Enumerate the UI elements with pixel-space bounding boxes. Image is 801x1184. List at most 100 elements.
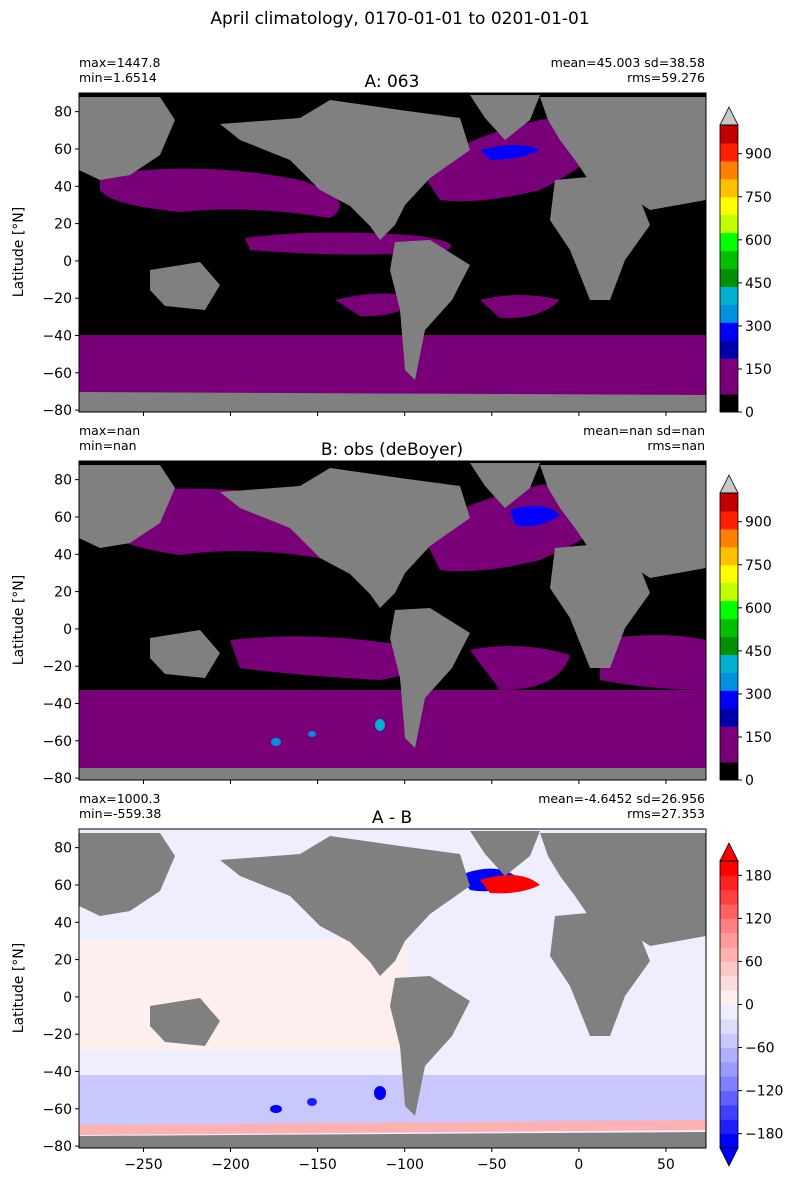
panel-diff-stat-max: max=1000.3 <box>79 791 160 806</box>
panel-b-colorbar: 0 150 300 450 600 750 900 <box>719 474 772 789</box>
panel-a-stat-min: min=1.6514 <box>79 70 157 85</box>
colorbar-tick-label: −180 <box>745 1127 783 1143</box>
colorbar-frame <box>719 492 739 781</box>
colorbar-tick-label: 450 <box>745 276 772 292</box>
xtick-label: −50 <box>477 1157 507 1173</box>
panel-b-map <box>79 461 706 780</box>
panel-diff-colorbar: −180 −120 −60 0 60 120 180 <box>719 842 783 1167</box>
panel-diff-southern-ocean-blue <box>79 1075 706 1125</box>
colorbar-segment <box>720 394 738 413</box>
colorbar-segment <box>720 961 738 977</box>
panel-a-colorbar: 0 150 300 450 600 750 900 <box>719 106 772 421</box>
panel-b-stat-rms: rms=nan <box>647 438 705 453</box>
ytick-label: 0 <box>63 622 72 638</box>
panel-a-land-eurasia <box>540 97 706 210</box>
figure-title: April climatology, 0170-01-01 to 0201-01… <box>210 9 589 29</box>
colorbar-segment <box>720 1090 738 1106</box>
colorbar-segment <box>720 214 738 234</box>
panel-diff-land-africa <box>550 911 650 1036</box>
xtick-label: −150 <box>298 1157 336 1173</box>
panel-diff-yticks: 80 60 40 20 0 −20 −40 −60 −80 <box>42 841 79 1155</box>
colorbar-segment <box>720 286 738 305</box>
colorbar-segment <box>720 762 738 781</box>
panel-a-land-antarctica <box>79 392 706 412</box>
panel-b-southern-ocean-band <box>79 690 706 770</box>
panel-a-stat-rms: rms=59.276 <box>627 70 705 85</box>
colorbar-segment <box>720 340 738 359</box>
colorbar-segment <box>720 582 738 602</box>
panel-b-eddy-2 <box>308 731 316 737</box>
colorbar-extend-max <box>719 842 739 862</box>
colorbar-segment <box>720 889 738 905</box>
panel-diff-land-australia <box>150 998 220 1046</box>
panel-b-land-australia <box>150 630 220 678</box>
panel-a-map <box>79 93 706 412</box>
panel-diff-title: A - B <box>372 808 412 828</box>
panel-b-land-eurasia <box>540 465 706 578</box>
ytick-label: 60 <box>54 510 72 526</box>
colorbar-tick-label: 600 <box>745 601 772 617</box>
ytick-label: −80 <box>42 403 72 419</box>
colorbar-segment <box>720 232 738 252</box>
ytick-label: 60 <box>54 878 72 894</box>
colorbar-segment <box>720 1076 738 1092</box>
panel-diff: A - B max=1000.3 min=-559.38 mean=-4.645… <box>11 791 783 1173</box>
panel-diff-stat-min: min=-559.38 <box>79 806 161 821</box>
colorbar-tick-label: −120 <box>745 1084 783 1100</box>
colorbar-tick-label: 300 <box>745 319 772 335</box>
panel-b-eddy-3 <box>375 719 385 731</box>
panel-b-land-south-america <box>390 608 470 748</box>
colorbar-segment <box>720 690 738 709</box>
panel-b-land-antarctica <box>79 768 706 780</box>
colorbar-segment <box>720 142 738 162</box>
panel-diff-land-south-america <box>390 976 470 1116</box>
ytick-label: 80 <box>54 105 72 121</box>
colorbar-tick-label: 0 <box>745 998 754 1014</box>
panel-diff-land-asia-west <box>79 833 175 916</box>
panel-diff-ylabel: Latitude [°N] <box>11 943 27 1033</box>
panel-diff-eddy-1 <box>270 1105 282 1113</box>
ytick-label: −60 <box>42 1102 72 1118</box>
panel-diff-eddy-3 <box>374 1086 386 1100</box>
colorbar-segment <box>720 932 738 948</box>
panel-a-land-north-america <box>220 100 470 240</box>
panel-diff-antarctic-margin-red <box>79 1120 706 1135</box>
colorbar-segment <box>720 618 738 637</box>
ytick-label: 40 <box>54 179 72 195</box>
panel-b-stat-min: min=nan <box>79 438 137 453</box>
colorbar-tick-label: 0 <box>745 405 754 421</box>
colorbar-segment <box>720 861 738 876</box>
ytick-label: −80 <box>42 1139 72 1155</box>
panel-a-land-greenland <box>470 95 540 140</box>
xtick-label: 0 <box>574 1157 583 1173</box>
colorbar-segment <box>720 564 738 584</box>
panel-a-stat-max: max=1447.8 <box>79 55 160 70</box>
panel-a: A: 063 max=1447.8 min=1.6514 mean=45.003… <box>11 55 772 421</box>
colorbar-frame <box>719 124 739 413</box>
colorbar-segment <box>720 726 738 745</box>
panel-a-land-south-america <box>390 240 470 380</box>
colorbar-segment <box>720 1104 738 1120</box>
colorbar-extend-max <box>719 474 739 494</box>
panel-b-xticks <box>142 780 667 784</box>
colorbar-tick-label: −60 <box>745 1041 775 1057</box>
ytick-label: 40 <box>54 547 72 563</box>
xtick-label: −200 <box>211 1157 249 1173</box>
colorbar-segment <box>720 1004 738 1020</box>
colorbar-segment <box>720 600 738 620</box>
xtick-label: −250 <box>124 1157 162 1173</box>
xtick-label: 50 <box>657 1157 675 1173</box>
panel-b-north-atlantic-hotspot <box>510 506 560 527</box>
panel-b-land-asia-west <box>79 465 175 548</box>
panel-a-stat-mean-sd: mean=45.003 sd=38.58 <box>551 55 705 70</box>
colorbar-tick-label: 600 <box>745 233 772 249</box>
panel-diff-xticks: −250 −200 −150 −100 −50 0 50 <box>124 1148 675 1173</box>
panel-diff-land-greenland <box>470 831 540 876</box>
colorbar-tick-label: 750 <box>745 558 772 574</box>
colorbar-segment <box>720 546 738 566</box>
colorbar-segment <box>720 1133 738 1149</box>
colorbar-segment <box>720 528 738 548</box>
panel-diff-land <box>79 831 706 1148</box>
ytick-label: 20 <box>54 217 72 233</box>
